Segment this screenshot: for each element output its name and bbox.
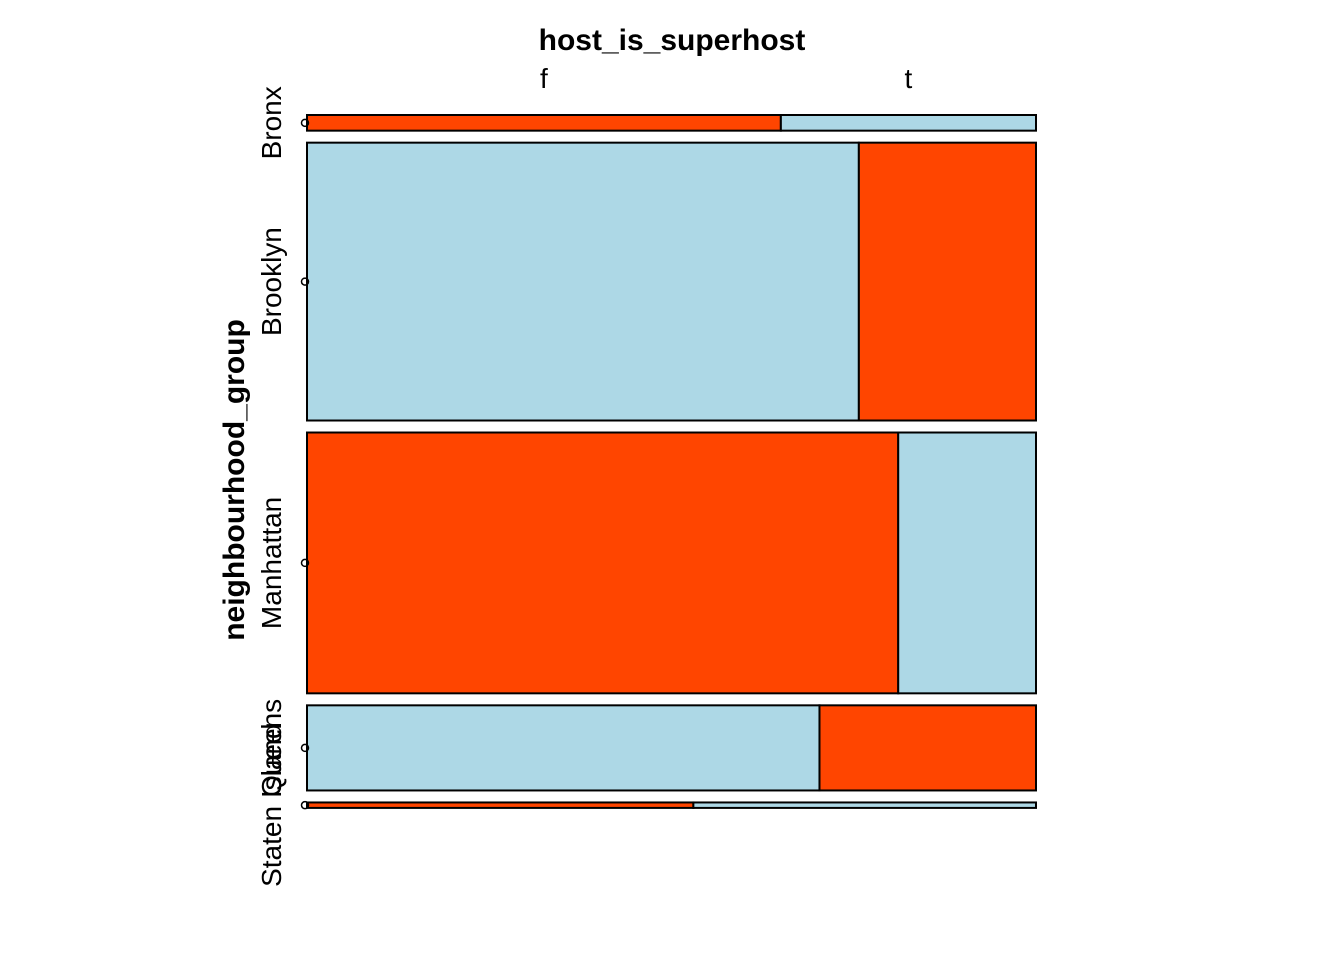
y-tick-brooklyn: Brooklyn bbox=[256, 227, 287, 336]
row-marker-brooklyn bbox=[300, 277, 310, 286]
chart-title: host_is_superhost bbox=[539, 24, 806, 57]
row-marker-bronx bbox=[300, 118, 310, 128]
y-tick-queens: Queens bbox=[256, 699, 287, 797]
row-marker-manhattan bbox=[300, 558, 310, 568]
cell-queens-f bbox=[306, 704, 821, 792]
x-tick-t: t bbox=[905, 63, 913, 94]
y-tick-bronx: Bronx bbox=[256, 86, 287, 159]
x-tick-f: f bbox=[540, 63, 548, 94]
y-axis-title: neighbourhood_group bbox=[218, 319, 251, 641]
cell-brooklyn-t bbox=[857, 141, 1038, 422]
cell-bronx-f bbox=[306, 114, 782, 132]
cell-queens-t bbox=[818, 704, 1037, 792]
cell-staten-island-f bbox=[306, 801, 695, 809]
y-tick-manhattan: Manhattan bbox=[256, 497, 287, 629]
cell-manhattan-f bbox=[306, 431, 900, 695]
row-marker-staten-island bbox=[300, 800, 310, 810]
cell-brooklyn-f bbox=[306, 141, 860, 422]
cell-manhattan-t bbox=[897, 431, 1037, 695]
cell-bronx-t bbox=[779, 114, 1037, 132]
mosaic-cells bbox=[306, 114, 1038, 809]
y-tick-staten-island: Staten Island bbox=[256, 723, 287, 886]
row-marker-queens bbox=[300, 743, 310, 753]
row-markers bbox=[300, 118, 310, 810]
cell-staten-island-t bbox=[692, 801, 1037, 809]
